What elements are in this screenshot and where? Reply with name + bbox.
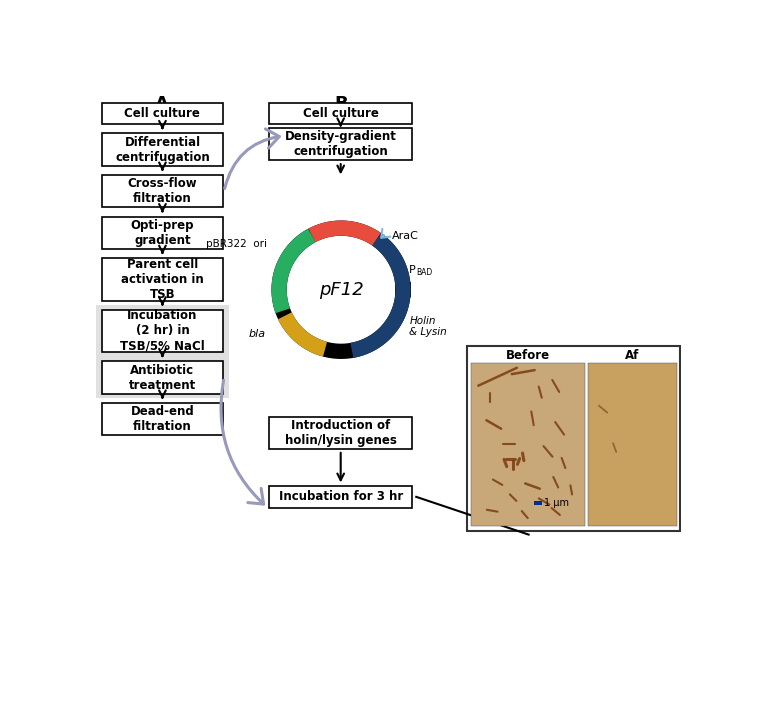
FancyBboxPatch shape <box>96 305 229 398</box>
Text: AraC: AraC <box>391 231 419 241</box>
Text: Opti-prep
gradient: Opti-prep gradient <box>131 218 195 247</box>
FancyArrowPatch shape <box>382 229 390 238</box>
Text: B: B <box>335 95 348 113</box>
Text: Differential
centrifugation: Differential centrifugation <box>115 136 210 164</box>
Text: Af: Af <box>625 348 640 362</box>
FancyBboxPatch shape <box>102 361 223 393</box>
FancyArrowPatch shape <box>221 381 263 504</box>
FancyBboxPatch shape <box>102 175 223 207</box>
Text: Cross-flow
filtration: Cross-flow filtration <box>128 177 198 205</box>
Text: 1 μm: 1 μm <box>544 498 569 508</box>
FancyBboxPatch shape <box>102 134 223 166</box>
FancyBboxPatch shape <box>269 417 413 449</box>
FancyBboxPatch shape <box>269 486 413 508</box>
Text: Cell culture: Cell culture <box>124 107 201 120</box>
FancyBboxPatch shape <box>269 128 413 161</box>
Text: Parent cell
activation in
TSB: Parent cell activation in TSB <box>121 258 204 301</box>
Text: Incubation
(2 hr) in
TSB/5% NaCl: Incubation (2 hr) in TSB/5% NaCl <box>120 309 205 353</box>
Text: Antibiotic
treatment: Antibiotic treatment <box>129 363 196 391</box>
FancyBboxPatch shape <box>102 216 223 249</box>
Text: BAD: BAD <box>416 268 432 277</box>
Text: pF12: pF12 <box>319 281 363 298</box>
Text: Dead-end
filtration: Dead-end filtration <box>130 405 195 433</box>
Text: Density-gradient
centrifugation: Density-gradient centrifugation <box>285 130 397 159</box>
FancyBboxPatch shape <box>269 103 413 124</box>
Text: Holin
& Lysin: Holin & Lysin <box>410 316 447 338</box>
FancyBboxPatch shape <box>102 310 223 352</box>
Text: Cell culture: Cell culture <box>303 107 378 120</box>
FancyArrowPatch shape <box>225 129 279 188</box>
FancyBboxPatch shape <box>587 363 678 526</box>
FancyBboxPatch shape <box>102 103 223 124</box>
FancyBboxPatch shape <box>466 346 680 531</box>
Text: Before: Before <box>506 348 550 362</box>
Text: bla: bla <box>249 329 266 339</box>
Text: Introduction of
holin/lysin genes: Introduction of holin/lysin genes <box>285 419 397 447</box>
Text: pBR322  ori: pBR322 ori <box>207 238 267 248</box>
Text: P: P <box>410 266 416 276</box>
Text: Incubation for 3 hr: Incubation for 3 hr <box>279 491 403 503</box>
FancyBboxPatch shape <box>471 363 585 526</box>
FancyBboxPatch shape <box>534 501 542 505</box>
FancyBboxPatch shape <box>102 403 223 436</box>
FancyBboxPatch shape <box>102 258 223 301</box>
Text: A: A <box>155 95 169 113</box>
